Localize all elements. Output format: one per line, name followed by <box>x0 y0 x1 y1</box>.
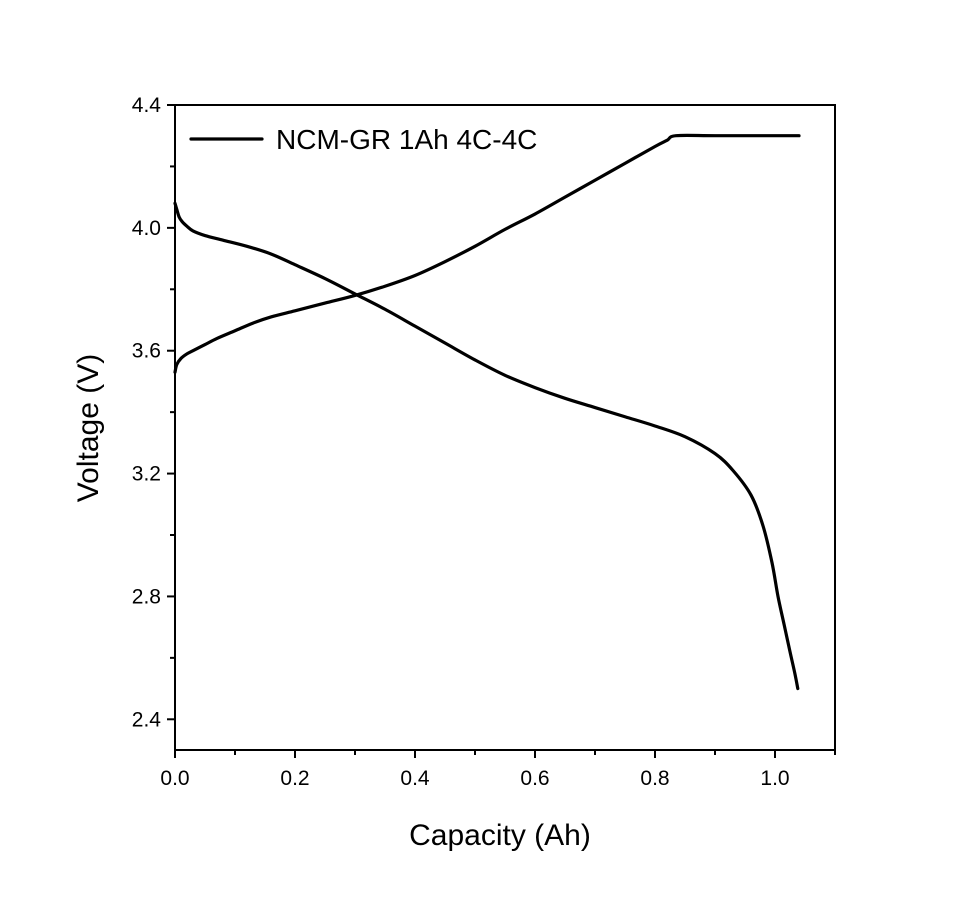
y-tick-label: 3.2 <box>132 463 161 486</box>
y-tick-label: 4.0 <box>132 217 161 240</box>
y-tick-label: 2.4 <box>132 708 162 731</box>
curves-layer <box>173 133 801 691</box>
y-tick-label: 2.8 <box>132 585 161 608</box>
legend: NCM-GR 1Ah 4C-4C <box>189 124 537 155</box>
x-tick-label: 0.0 <box>160 767 189 790</box>
plot-frame <box>174 104 836 751</box>
ticks-layer: 0.0 0.2 0.4 0.6 0.8 1.0 2.4 2.8 3.2 3.6 4.0 4.4 <box>132 94 836 790</box>
x-tick-label: 0.8 <box>640 767 669 790</box>
charge-curve <box>173 133 801 374</box>
y-tick-label: 3.6 <box>132 340 161 363</box>
x-axis-title: Capacity (Ah) <box>409 819 591 852</box>
y-tick-label: 4.4 <box>132 94 162 117</box>
x-tick-label: 0.6 <box>520 767 549 790</box>
y-axis-title: Voltage (V) <box>72 354 105 502</box>
axes-layer <box>174 104 836 751</box>
discharge-curve <box>173 201 800 691</box>
legend-label: NCM-GR 1Ah 4C-4C <box>276 124 537 155</box>
x-tick-label: 0.2 <box>280 767 309 790</box>
x-tick-label: 0.4 <box>400 767 430 790</box>
x-tick-label: 1.0 <box>760 767 789 790</box>
